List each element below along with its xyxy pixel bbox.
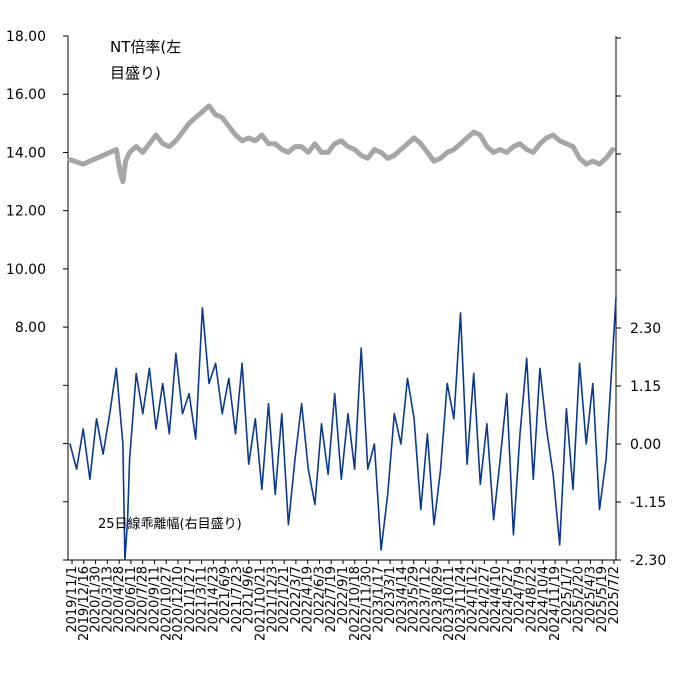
right-tick-label: -1.15 [630,495,666,511]
x-tick-label: 2021/9/6 [242,566,257,624]
x-tick-label: 2023/10/11 [442,566,457,641]
x-axis-ticks: 2019/11/12019/12/162020/1/302020/3/13202… [65,560,622,641]
x-tick-label: 2023/5/29 [407,566,422,633]
right-tick-label: 0.00 [630,437,661,453]
x-tick-label: 2024/11/19 [548,566,563,641]
x-tick-label: 2022/11/30 [360,566,375,641]
nt-ratio-line [67,103,616,185]
left-tick-label: 8.00 [15,320,46,336]
right-tick-label: -2.30 [630,553,666,569]
x-tick-label: 2023/8/29 [430,566,445,633]
x-tick-label: 2019/12/16 [77,566,92,641]
x-tick-label: 2024/1/12 [466,566,481,633]
x-tick-label: 2021/1/27 [183,566,198,633]
x-tick-label: 2023/3/1 [383,566,398,624]
deviation-label: 25日線乖離幅(右目盛り) [98,516,242,532]
left-axis-ticks: 18.00 16.00 14.00 12.00 10.00 8.00 [6,29,68,561]
chart-axes [67,36,617,561]
x-tick-label: 2024/10/4 [536,566,551,633]
x-tick-label: 2023/4/14 [395,566,410,633]
nt-ratio-label-line1: NT倍率(左 [110,38,181,56]
x-tick-label: 2022/6/3 [312,566,327,624]
x-tick-label: 2023/7/12 [418,566,433,633]
x-tick-label: 2022/3/7 [289,566,304,624]
x-tick-label: 2023/1/17 [371,566,386,633]
x-tick-label: 2024/7/9 [513,566,528,624]
x-tick-label: 2020/12/10 [171,566,186,641]
x-tick-label: 2022/1/21 [277,566,292,633]
x-tick-label: 2024/5/27 [501,566,516,633]
right-tick-label: 1.15 [630,379,661,395]
x-tick-label: 2021/3/11 [195,566,210,633]
x-tick-label: 2021/6/9 [218,566,233,624]
right-tick-label: 2.30 [630,321,661,337]
x-tick-label: 2025/7/2 [607,566,622,624]
x-tick-label: 2022/10/18 [348,566,363,641]
x-tick-label: 2025/2/20 [572,566,587,633]
x-tick-label: 2025/1/7 [560,566,575,624]
x-tick-label: 2020/7/28 [136,566,151,633]
x-tick-label: 2020/4/28 [112,566,127,633]
left-tick-label: 18.00 [6,29,46,45]
x-tick-label: 2024/2/27 [477,566,492,633]
x-tick-label: 2022/7/19 [324,566,339,633]
x-tick-label: 2019/11/1 [65,566,80,633]
left-tick-label: 10.00 [6,262,46,278]
deviation-line [69,296,617,561]
x-tick-label: 2021/10/21 [254,566,269,641]
x-tick-label: 2020/10/27 [159,566,174,641]
series-layer [67,103,617,561]
x-tick-label: 2021/7/23 [230,566,245,633]
x-tick-label: 2020/9/11 [147,566,162,633]
left-tick-label: 12.00 [6,204,46,220]
x-tick-label: 2021/12/3 [265,566,280,633]
x-tick-label: 2022/9/1 [336,566,351,624]
x-tick-label: 2020/3/13 [100,566,115,633]
x-tick-label: 2024/4/10 [489,566,504,633]
left-tick-label: 14.00 [6,145,46,161]
right-axis-ticks: 2.30 1.15 0.00 -1.15 -2.30 [616,37,666,569]
x-tick-label: 2022/4/19 [301,566,316,633]
x-tick-label: 2020/6/11 [124,566,139,633]
x-tick-label: 2023/11/24 [454,566,469,641]
x-tick-label: 2020/1/30 [89,566,104,633]
x-tick-label: 2024/8/22 [525,566,540,633]
x-tick-label: 2025/4/3 [583,566,598,624]
left-tick-label: 16.00 [6,87,46,103]
x-tick-label: 2021/4/23 [206,566,221,633]
nt-ratio-label-line2: 目盛り) [110,64,161,82]
x-tick-label: 2025/5/19 [595,566,610,633]
